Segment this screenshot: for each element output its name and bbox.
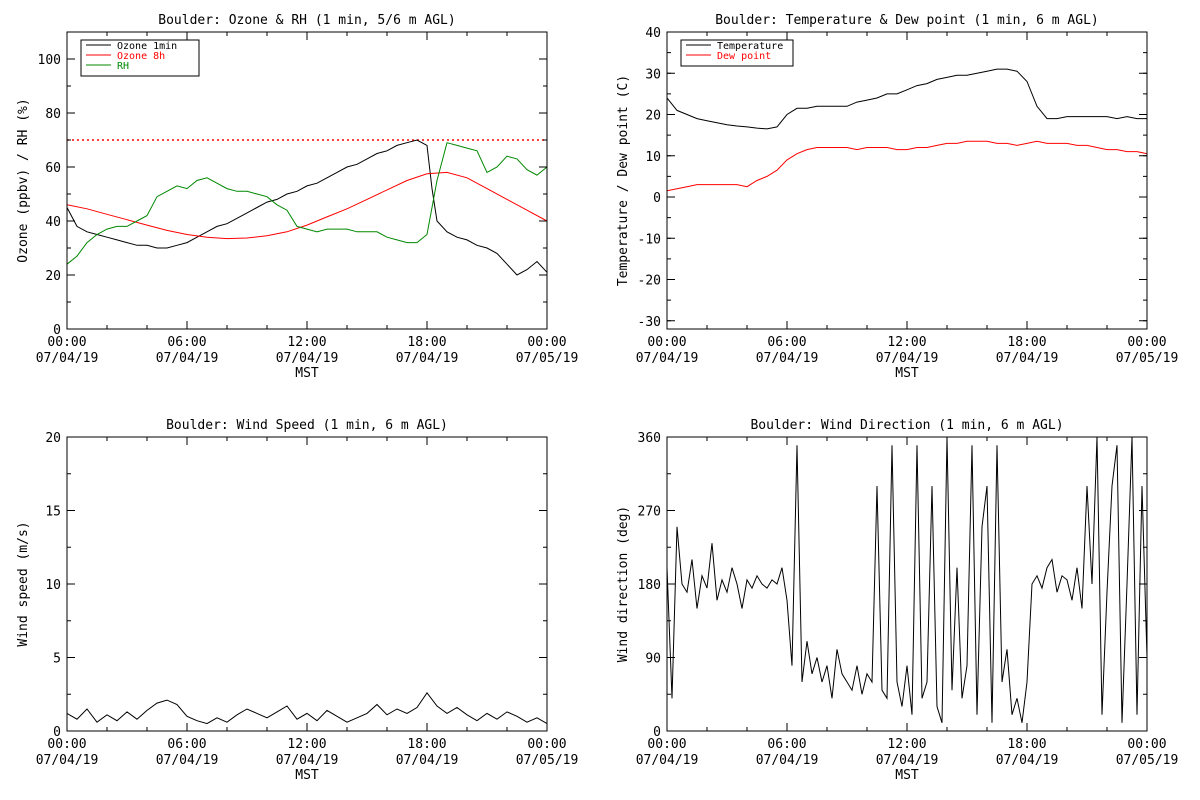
x-tick-label-time: 00:00 — [1127, 737, 1166, 752]
x-tick-label-time: 12:00 — [887, 737, 926, 752]
x-tick-label-time: 12:00 — [887, 335, 926, 350]
legend-box — [680, 39, 794, 67]
y-tick-label: 0 — [53, 323, 61, 338]
plot-frame — [66, 31, 548, 330]
x-tick-label-time: 00:00 — [1127, 335, 1166, 350]
plot-frame — [666, 31, 1148, 330]
x-tick-label-date: 07/04/19 — [756, 753, 819, 768]
x-tick-label-date: 07/04/19 — [636, 351, 699, 366]
x-tick-label-time: 06:00 — [767, 737, 806, 752]
series-ozone-1min — [67, 139, 547, 276]
y-tick-label: 0 — [653, 725, 661, 740]
x-axis-label: MST — [295, 768, 319, 783]
y-tick-label: 20 — [645, 109, 661, 124]
x-tick-label-date: 07/04/19 — [996, 351, 1059, 366]
legend-entry: Temperature — [717, 41, 783, 52]
series-temperature — [667, 68, 1147, 130]
y-tick-label: 40 — [45, 215, 61, 230]
x-tick-label-time: 18:00 — [407, 737, 446, 752]
legend-entry: Ozone 1min — [117, 41, 177, 52]
y-axis-label: Temperature / Dew point (C) — [616, 75, 631, 286]
y-tick-label: 0 — [653, 191, 661, 206]
x-axis-label: MST — [895, 768, 919, 783]
x-tick-label-time: 00:00 — [527, 737, 566, 752]
chart-panel-2: Boulder: Temperature & Dew point (1 min,… — [616, 13, 1178, 381]
y-tick-label: 80 — [45, 107, 61, 122]
chart-panel-3: Boulder: Wind Speed (1 min, 6 m AGL) 0 5 10… — [16, 418, 578, 783]
x-tick-label-time: 00:00 — [647, 737, 686, 752]
x-tick-label-date: 07/04/19 — [36, 351, 99, 366]
x-tick-label-date: 07/05/19 — [516, 351, 579, 366]
series-dew-point — [667, 140, 1147, 192]
y-tick-label: -10 — [638, 232, 661, 247]
y-tick-label: 100 — [38, 53, 61, 68]
chart-title: Boulder: Temperature & Dew point (1 min,… — [715, 13, 1099, 28]
chart-title: Boulder: Wind Speed (1 min, 6 m AGL) — [166, 418, 448, 433]
x-tick-label-time: 18:00 — [407, 335, 446, 350]
y-axis-label: Wind direction (deg) — [616, 506, 631, 663]
x-axis-label: MST — [895, 366, 919, 381]
y-tick-label: 20 — [45, 269, 61, 284]
x-tick-label-date: 07/04/19 — [36, 753, 99, 768]
x-tick-label-date: 07/04/19 — [756, 351, 819, 366]
y-tick-label: 30 — [645, 67, 661, 82]
legend-entry: Ozone 8h — [117, 51, 165, 62]
x-tick-label-time: 00:00 — [647, 335, 686, 350]
x-tick-label-date: 07/04/19 — [876, 753, 939, 768]
y-tick-label: 270 — [638, 505, 661, 520]
y-tick-label: 5 — [53, 652, 61, 667]
x-tick-label-time: 00:00 — [47, 737, 86, 752]
series-ozone-8h — [67, 171, 547, 240]
y-tick-label: 0 — [53, 725, 61, 740]
y-tick-label: 20 — [45, 431, 61, 446]
y-tick-label: 40 — [645, 26, 661, 41]
y-tick-label: 10 — [645, 150, 661, 165]
x-tick-label-time: 00:00 — [527, 335, 566, 350]
x-tick-label-date: 07/04/19 — [276, 753, 339, 768]
y-axis-label: Ozone (ppbv) / RH (%) — [16, 98, 31, 262]
x-tick-label-time: 00:00 — [47, 335, 86, 350]
chart-title: Boulder: Wind Direction (1 min, 6 m AGL) — [750, 418, 1063, 433]
legend-entry: Dew point — [717, 51, 771, 62]
legend-box — [80, 39, 200, 77]
x-tick-label-time: 12:00 — [287, 335, 326, 350]
y-tick-label: 360 — [638, 431, 661, 446]
x-tick-label-time: 06:00 — [767, 335, 806, 350]
x-tick-label-date: 07/04/19 — [276, 351, 339, 366]
chart-panel-4: Boulder: Wind Direction (1 min, 6 m AGL)… — [616, 418, 1178, 783]
chart-title: Boulder: Ozone & RH (1 min, 5/6 m AGL) — [158, 13, 455, 28]
y-tick-label: -30 — [638, 315, 661, 330]
x-tick-label-date: 07/04/19 — [396, 753, 459, 768]
series-line-1 — [667, 437, 1147, 723]
plot-frame — [66, 436, 548, 732]
x-tick-label-date: 07/05/19 — [1116, 753, 1179, 768]
x-tick-label-time: 06:00 — [167, 335, 206, 350]
y-tick-label: 10 — [45, 578, 61, 593]
y-tick-label: 60 — [45, 161, 61, 176]
y-tick-label: -20 — [638, 274, 661, 289]
x-tick-label-date: 07/04/19 — [996, 753, 1059, 768]
y-tick-label: 15 — [45, 505, 61, 520]
x-tick-label-time: 06:00 — [167, 737, 206, 752]
x-tick-label-date: 07/04/19 — [156, 753, 219, 768]
chart-panel-1: Boulder: Ozone & RH (1 min, 5/6 m AGL) 0 2… — [16, 13, 578, 381]
series-line-1 — [67, 691, 547, 725]
x-tick-label-date: 07/05/19 — [516, 753, 579, 768]
x-tick-label-time: 18:00 — [1007, 335, 1046, 350]
x-tick-label-date: 07/04/19 — [396, 351, 459, 366]
x-tick-label-time: 12:00 — [287, 737, 326, 752]
x-axis-label: MST — [295, 366, 319, 381]
legend-entry: RH — [117, 61, 129, 72]
x-tick-label-time: 18:00 — [1007, 737, 1046, 752]
x-tick-label-date: 07/05/19 — [1116, 351, 1179, 366]
x-tick-label-date: 07/04/19 — [156, 351, 219, 366]
x-tick-label-date: 07/04/19 — [876, 351, 939, 366]
y-axis-label: Wind speed (m/s) — [16, 521, 31, 646]
y-tick-label: 180 — [638, 578, 661, 593]
series-rh — [67, 142, 547, 265]
y-tick-label: 90 — [645, 652, 661, 667]
x-tick-label-date: 07/04/19 — [636, 753, 699, 768]
